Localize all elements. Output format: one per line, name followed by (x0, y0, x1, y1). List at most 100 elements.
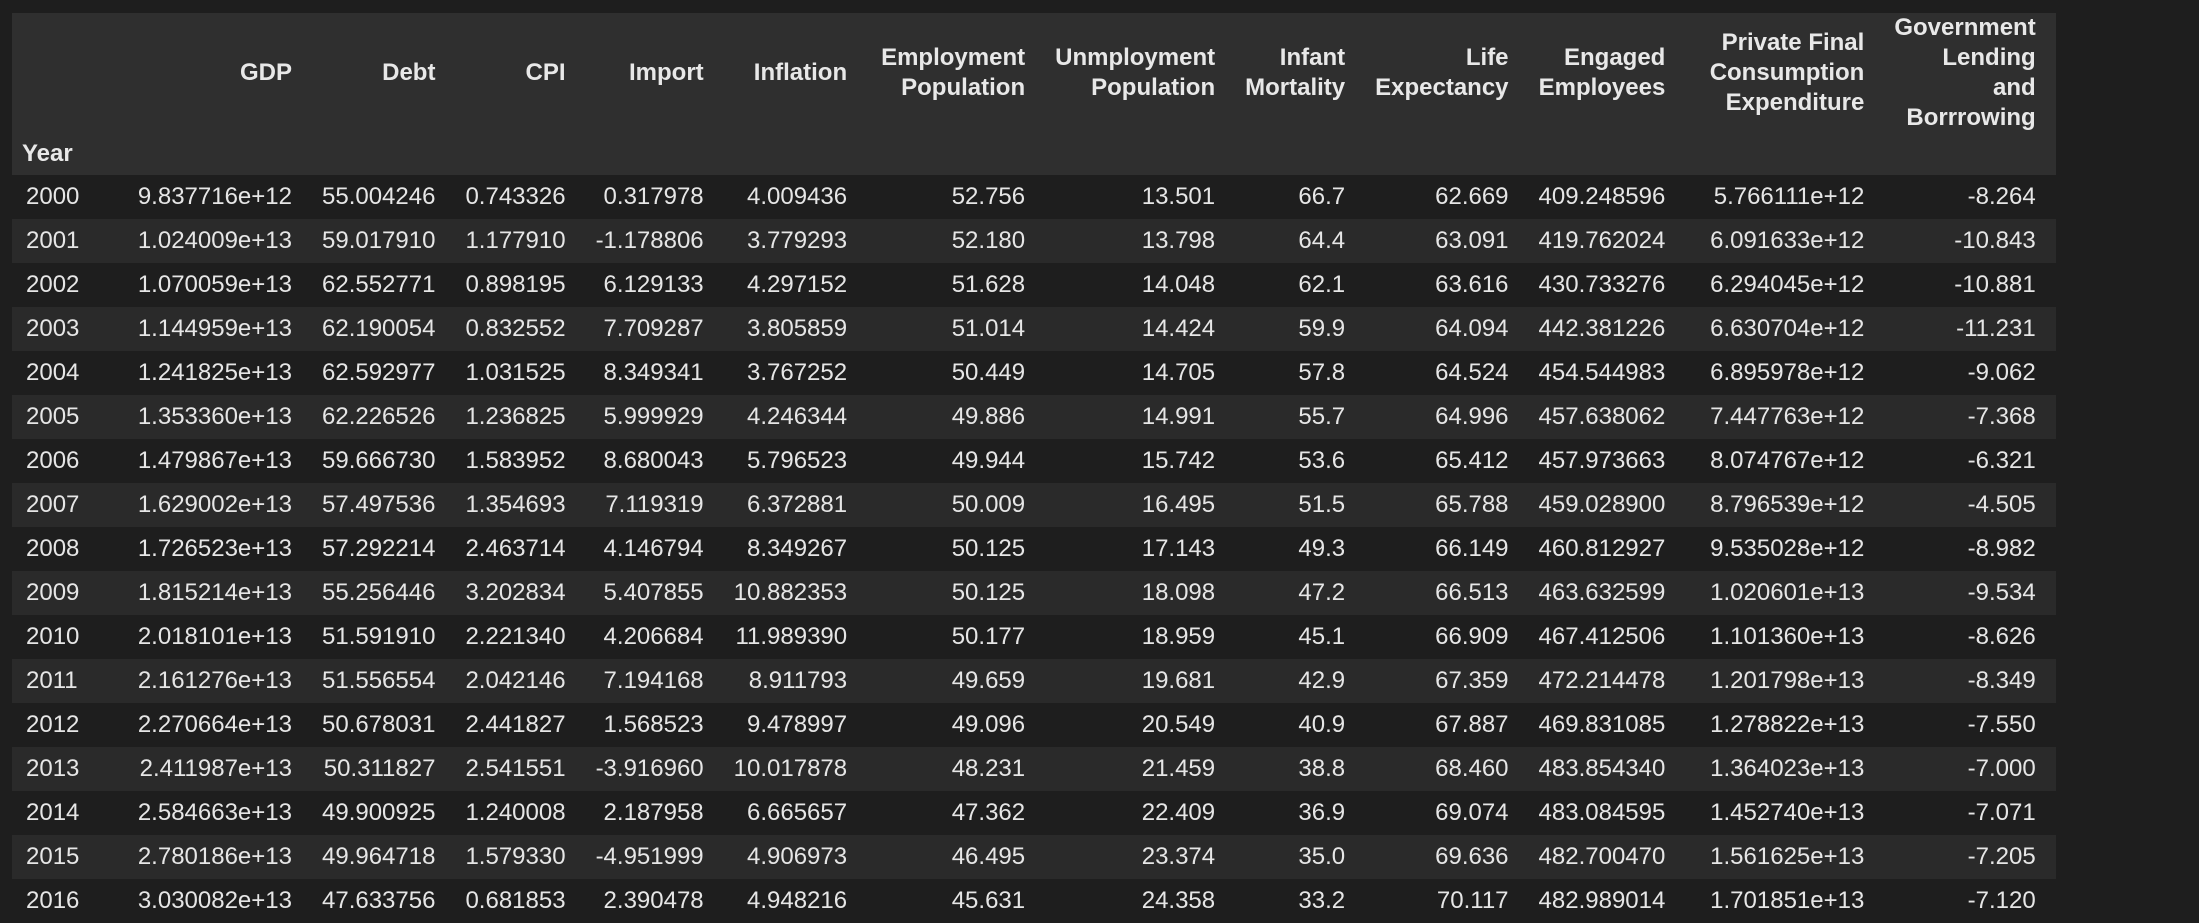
row-index-year: 2013 (12, 747, 96, 791)
table-cell: 1.561625e+13 (1685, 835, 1885, 879)
table-cell: 467.412506 (1528, 615, 1686, 659)
table-cell: 1.101360e+13 (1685, 615, 1885, 659)
table-cell: 69.636 (1365, 835, 1529, 879)
table-cell: 5.766111e+12 (1685, 175, 1885, 219)
empty-header-cell (723, 133, 868, 175)
table-cell: 45.631 (867, 879, 1046, 923)
table-cell: 51.591910 (312, 615, 456, 659)
table-cell: -10.843 (1884, 219, 2056, 263)
table-cell: 57.8 (1235, 351, 1366, 395)
table-header: GDP Debt CPI Import Inflation Employment… (12, 13, 2056, 175)
table-cell: 50.449 (867, 351, 1046, 395)
table-cell: 16.495 (1045, 483, 1236, 527)
table-cell: 46.495 (867, 835, 1046, 879)
corner-cell (12, 13, 96, 133)
table-cell: 3.202834 (455, 571, 586, 615)
table-row: 2001 1.024009e+13 59.017910 1.177910 -1.1788… (12, 219, 2056, 263)
table-cell: 64.4 (1235, 219, 1366, 263)
column-header: Engaged Employees (1528, 13, 1686, 133)
dataframe-table: GDP Debt CPI Import Inflation Employment… (12, 13, 2056, 923)
table-row: 2004 1.241825e+13 62.592977 1.031525 8.34934… (12, 351, 2056, 395)
table-cell: -8.349 (1884, 659, 2056, 703)
table-cell: 1.583952 (455, 439, 586, 483)
table-row: 2015 2.780186e+13 49.964718 1.579330 -4.9519… (12, 835, 2056, 879)
table-body: 2000 9.837716e+12 55.004246 0.743326 0.31797… (12, 175, 2056, 923)
table-cell: 14.048 (1045, 263, 1236, 307)
table-cell: 5.999929 (585, 395, 724, 439)
table-row: 2008 1.726523e+13 57.292214 2.463714 4.14679… (12, 527, 2056, 571)
column-header: Debt (312, 13, 456, 133)
table-cell: 1.815214e+13 (96, 571, 312, 615)
table-cell: -7.071 (1884, 791, 2056, 835)
table-cell: 0.681853 (455, 879, 586, 923)
table-row: 2003 1.144959e+13 62.190054 0.832552 7.70928… (12, 307, 2056, 351)
empty-header-cell (96, 133, 312, 175)
table-cell: 4.146794 (585, 527, 724, 571)
table-row: 2012 2.270664e+13 50.678031 2.441827 1.56852… (12, 703, 2056, 747)
table-cell: 4.009436 (723, 175, 868, 219)
row-index-year: 2009 (12, 571, 96, 615)
index-header-row: Year (12, 133, 2056, 175)
row-index-year: 2010 (12, 615, 96, 659)
table-cell: 9.535028e+12 (1685, 527, 1885, 571)
table-cell: 69.074 (1365, 791, 1529, 835)
table-cell: 430.733276 (1528, 263, 1686, 307)
row-index-year: 2002 (12, 263, 96, 307)
table-cell: 8.349267 (723, 527, 868, 571)
table-cell: 4.906973 (723, 835, 868, 879)
table-cell: 1.479867e+13 (96, 439, 312, 483)
table-cell: 6.091633e+12 (1685, 219, 1885, 263)
table-cell: 1.726523e+13 (96, 527, 312, 571)
table-cell: 454.544983 (1528, 351, 1686, 395)
table-cell: 409.248596 (1528, 175, 1686, 219)
table-cell: 52.180 (867, 219, 1046, 263)
table-cell: 15.742 (1045, 439, 1236, 483)
table-cell: 5.796523 (723, 439, 868, 483)
table-cell: 3.779293 (723, 219, 868, 263)
table-row: 2006 1.479867e+13 59.666730 1.583952 8.68004… (12, 439, 2056, 483)
table-cell: 59.9 (1235, 307, 1366, 351)
row-index-year: 2016 (12, 879, 96, 923)
column-header: Employment Population (867, 13, 1046, 133)
table-cell: 1.144959e+13 (96, 307, 312, 351)
table-cell: 55.7 (1235, 395, 1366, 439)
table-cell: 0.832552 (455, 307, 586, 351)
table-cell: 482.700470 (1528, 835, 1686, 879)
table-cell: 63.616 (1365, 263, 1529, 307)
table-cell: 62.592977 (312, 351, 456, 395)
table-cell: -10.881 (1884, 263, 2056, 307)
table-cell: 50.009 (867, 483, 1046, 527)
row-index-year: 2007 (12, 483, 96, 527)
table-cell: 7.709287 (585, 307, 724, 351)
table-cell: 49.3 (1235, 527, 1366, 571)
row-index-year: 2014 (12, 791, 96, 835)
table-cell: 13.798 (1045, 219, 1236, 263)
table-cell: 59.017910 (312, 219, 456, 263)
table-cell: -8.264 (1884, 175, 2056, 219)
table-cell: 2.161276e+13 (96, 659, 312, 703)
table-cell: 50.125 (867, 527, 1046, 571)
table-cell: 42.9 (1235, 659, 1366, 703)
table-cell: -9.062 (1884, 351, 2056, 395)
table-cell: 2.411987e+13 (96, 747, 312, 791)
column-header: Import (585, 13, 724, 133)
table-cell: 7.194168 (585, 659, 724, 703)
row-index-year: 2006 (12, 439, 96, 483)
table-row: 2002 1.070059e+13 62.552771 0.898195 6.12913… (12, 263, 2056, 307)
table-cell: 2.390478 (585, 879, 724, 923)
table-cell: 7.447763e+12 (1685, 395, 1885, 439)
table-cell: 1.629002e+13 (96, 483, 312, 527)
row-index-year: 2012 (12, 703, 96, 747)
table-cell: 66.7 (1235, 175, 1366, 219)
table-cell: -1.178806 (585, 219, 724, 263)
table-cell: 457.638062 (1528, 395, 1686, 439)
table-cell: 1.201798e+13 (1685, 659, 1885, 703)
table-cell: 68.460 (1365, 747, 1529, 791)
table-cell: 6.895978e+12 (1685, 351, 1885, 395)
table-row: 2016 3.030082e+13 47.633756 0.681853 2.39047… (12, 879, 2056, 923)
empty-header-cell (1365, 133, 1529, 175)
table-cell: 49.900925 (312, 791, 456, 835)
table-cell: 1.031525 (455, 351, 586, 395)
table-cell: 22.409 (1045, 791, 1236, 835)
